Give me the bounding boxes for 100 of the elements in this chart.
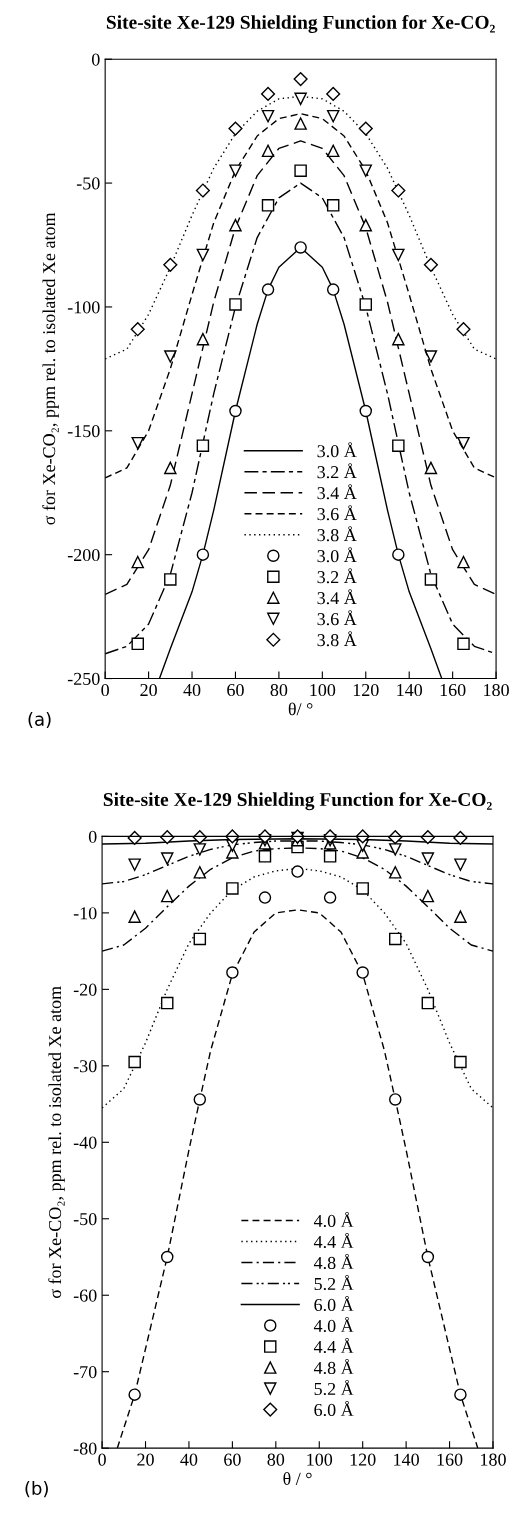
- point: [392, 332, 405, 346]
- point: [196, 332, 210, 346]
- legend-label: 3.4 Å: [317, 484, 357, 500]
- point: [392, 248, 405, 262]
- point: [326, 86, 341, 101]
- point: [420, 830, 435, 845]
- x-tick-label: 120: [353, 683, 379, 697]
- point: [193, 843, 207, 856]
- x-tick-label: 100: [310, 683, 336, 697]
- y-tick-label: -250: [67, 672, 100, 685]
- point: [421, 852, 435, 865]
- x-tick-label: 40: [180, 1453, 198, 1466]
- point: [326, 199, 340, 212]
- point: [421, 1250, 435, 1264]
- point: [457, 436, 470, 450]
- point: [389, 843, 402, 856]
- y-tick-label: 0: [88, 830, 97, 843]
- point: [226, 966, 239, 979]
- x-tick-label: 40: [183, 683, 201, 697]
- text: (b): [25, 1481, 48, 1498]
- y-tick-label: -100: [67, 301, 100, 314]
- point: [261, 109, 275, 123]
- x-tick-label: 160: [437, 1453, 463, 1466]
- legend-label: 3.0 Å: [317, 442, 357, 458]
- y-tick-label: -80: [73, 1442, 97, 1455]
- point: [226, 882, 239, 895]
- point: [196, 548, 210, 561]
- legend-label: 6.0 Å: [314, 1295, 354, 1312]
- x-tick-label: 60: [224, 1453, 241, 1466]
- y-tick-label: -10: [73, 907, 97, 920]
- point: [421, 996, 435, 1010]
- point: [454, 1388, 467, 1401]
- point: [355, 829, 370, 844]
- point: [358, 121, 373, 136]
- point: [454, 858, 467, 871]
- point: [130, 322, 145, 337]
- y-tick-label: -50: [73, 1213, 97, 1226]
- chart-title: Site-site Xe-129 Shielding Function for Xe-CO₂: [103, 792, 492, 811]
- point: [294, 241, 307, 254]
- legend-label: 5.2 Å: [314, 1379, 354, 1396]
- point: [192, 830, 207, 845]
- legend-label: 4.0 Å: [313, 1316, 354, 1333]
- legend-label: 3.6 Å: [317, 610, 357, 626]
- point: [196, 439, 210, 452]
- point: [356, 882, 369, 895]
- x-tick-label: 80: [270, 683, 288, 697]
- point: [131, 637, 144, 651]
- point: [294, 164, 307, 177]
- point: [359, 164, 373, 177]
- point: [359, 298, 373, 311]
- y-tick-label: -20: [73, 983, 97, 996]
- x-tick-label: 180: [484, 683, 509, 697]
- point: [128, 858, 141, 871]
- point: [456, 322, 471, 337]
- point: [164, 461, 177, 475]
- y-tick-label: -60: [73, 1289, 97, 1302]
- legend-label: 3.0 Å: [317, 547, 357, 563]
- point: [225, 829, 240, 844]
- legend-label: 3.6 Å: [317, 505, 357, 521]
- y-tick-label: -30: [73, 1060, 97, 1073]
- legend-label: 3.2 Å: [317, 463, 357, 479]
- point: [392, 548, 405, 561]
- point: [291, 865, 304, 878]
- point: [323, 891, 337, 904]
- point: [457, 637, 470, 651]
- y-tick-label: -70: [73, 1365, 97, 1379]
- point: [293, 71, 308, 87]
- y-tick-label: -150: [67, 425, 100, 438]
- point: [359, 218, 373, 232]
- y-tick-label: -40: [73, 1136, 97, 1149]
- y-axis-title: σ for Xe-CO₂, ppm rel. to isolated Xe atom: [48, 986, 65, 1299]
- legend-label: 3.2 Å: [317, 568, 357, 584]
- point: [359, 404, 373, 418]
- point: [294, 117, 307, 130]
- point: [326, 144, 340, 158]
- x-tick-label: 20: [140, 683, 157, 697]
- point: [229, 404, 242, 418]
- point: [229, 164, 242, 177]
- point: [294, 92, 307, 106]
- point: [160, 996, 174, 1010]
- point: [164, 573, 177, 586]
- y-tick-label: 0: [91, 53, 100, 66]
- point: [260, 86, 276, 101]
- x-tick-label: 160: [440, 683, 466, 697]
- x-tick-label: 100: [307, 1453, 333, 1466]
- point: [326, 283, 340, 296]
- point: [261, 144, 275, 158]
- point: [228, 121, 243, 136]
- point: [229, 218, 242, 232]
- chart-title: Site-site Xe-129 Shielding Function for Xe-CO₂: [106, 14, 495, 33]
- point: [424, 461, 438, 475]
- x-tick-label: 140: [397, 683, 423, 697]
- point: [261, 199, 275, 212]
- point: [457, 555, 470, 569]
- legend-label: 6.0 Å: [314, 1400, 354, 1417]
- point: [323, 850, 337, 863]
- legend-label: 4.4 Å: [313, 1337, 354, 1354]
- x-tick-label: 140: [394, 1453, 419, 1466]
- point: [195, 183, 210, 198]
- point: [163, 257, 178, 272]
